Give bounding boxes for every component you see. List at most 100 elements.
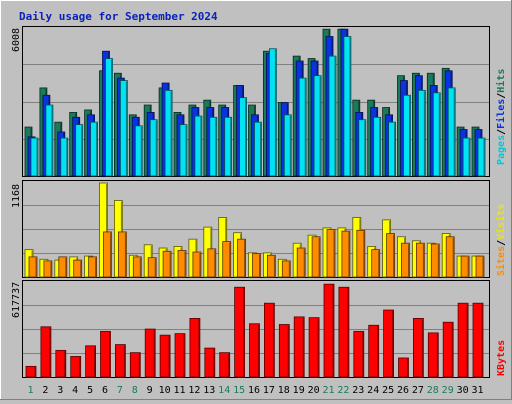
x-tick-label-24: 24 — [367, 385, 379, 396]
panel-visits-frame — [22, 180, 490, 278]
sites-bar-25 — [386, 233, 396, 278]
kbytes-bar-16 — [249, 323, 260, 378]
pages-bar-6 — [105, 58, 113, 177]
kbytes-bar-5 — [85, 345, 96, 378]
pages-bar-15 — [239, 97, 248, 177]
kbytes-bar-28 — [427, 332, 439, 378]
kbytes-bar-6 — [100, 330, 111, 378]
kbytes-bar-13 — [204, 347, 216, 378]
kbytes-bar-3 — [55, 349, 67, 378]
x-tick-label-23: 23 — [352, 385, 364, 396]
x-tick-label-4: 4 — [72, 385, 78, 396]
pages-bar-14 — [224, 116, 233, 177]
sites-bar-28 — [430, 243, 440, 278]
sites-bar-4 — [73, 259, 83, 278]
pages-bar-13 — [209, 116, 218, 177]
x-tick-label-30: 30 — [457, 385, 469, 396]
pages-bar-2 — [45, 104, 54, 177]
kbytes-bar-26 — [398, 357, 409, 378]
x-tick-label-29: 29 — [442, 385, 454, 396]
x-tick-label-21: 21 — [322, 385, 334, 396]
pages-bar-10 — [164, 89, 173, 177]
kbytes-bar-15 — [234, 286, 246, 378]
pages-bar-21 — [328, 55, 337, 177]
kbytes-bar-18 — [278, 324, 290, 378]
sites-bar-12 — [192, 251, 202, 278]
sites-bar-8 — [132, 256, 142, 278]
sites-bar-20 — [311, 236, 321, 278]
sites-bar-23 — [356, 229, 366, 278]
x-tick-label-8: 8 — [132, 385, 138, 396]
pages-bar-19 — [298, 77, 307, 177]
pages-bar-18 — [283, 114, 292, 177]
pages-bar-31 — [477, 137, 486, 177]
legend-sites: Sites — [495, 246, 507, 276]
pages-bar-17 — [268, 48, 277, 177]
sites-bar-21 — [326, 229, 336, 278]
sites-bar-14 — [222, 241, 232, 278]
sites-bar-16 — [252, 253, 261, 278]
kbytes-bar-8 — [129, 352, 141, 378]
legend-separator-1: / — [496, 129, 507, 135]
pages-bar-12 — [194, 115, 203, 177]
sites-bar-3 — [58, 256, 68, 278]
pages-bar-11 — [179, 124, 188, 177]
sites-bar-15 — [237, 238, 247, 278]
x-tick-label-27: 27 — [412, 385, 424, 396]
pages-bar-20 — [313, 75, 322, 177]
x-tick-label-11: 11 — [173, 385, 185, 396]
legend-separator-3: / — [496, 240, 507, 246]
kbytes-bar-31 — [472, 302, 484, 378]
sites-bar-9 — [147, 257, 157, 278]
pages-bar-5 — [90, 121, 98, 177]
hits-files-pages-bars — [24, 28, 486, 177]
x-tick-label-20: 20 — [308, 385, 320, 396]
pages-bar-27 — [417, 89, 426, 177]
legend-hits: Hits — [495, 69, 507, 93]
x-tick-label-10: 10 — [159, 385, 171, 396]
pages-bar-1 — [30, 137, 39, 177]
sites-bar-24 — [371, 249, 381, 278]
kbytes-bar-20 — [308, 317, 320, 378]
kbytes-bar-12 — [189, 318, 201, 378]
x-tick-label-17: 17 — [263, 385, 275, 396]
x-tick-label-22: 22 — [337, 385, 349, 396]
x-tick-label-13: 13 — [203, 385, 215, 396]
kbytes-bar-29 — [442, 321, 454, 378]
pages-bar-8 — [134, 125, 143, 177]
pages-bar-3 — [60, 137, 69, 177]
pages-bar-4 — [75, 124, 84, 177]
pages-bar-7 — [120, 80, 128, 177]
y-max-label-kbytes: 617737 — [11, 282, 22, 318]
kbytes-bars — [25, 283, 484, 378]
legend-files: Files — [495, 99, 507, 129]
x-tick-label-31: 31 — [471, 385, 483, 396]
pages-bar-26 — [403, 94, 411, 177]
sites-bar-30 — [460, 255, 470, 278]
legend-visits: Visits — [495, 204, 507, 240]
kbytes-bar-19 — [293, 316, 305, 378]
legend-separator-2: / — [496, 93, 507, 99]
x-tick-label-7: 7 — [117, 385, 123, 396]
sites-bar-27 — [415, 242, 425, 278]
legend-kbytes: KBytes — [496, 340, 507, 376]
kbytes-bar-23 — [353, 330, 365, 378]
x-tick-label-25: 25 — [382, 385, 394, 396]
pages-bar-22 — [343, 36, 352, 177]
pages-bar-30 — [462, 137, 471, 177]
sites-bar-17 — [266, 254, 276, 278]
x-tick-label-15: 15 — [233, 385, 245, 396]
kbytes-bar-10 — [159, 334, 171, 378]
sites-bar-7 — [118, 231, 127, 278]
kbytes-bar-14 — [219, 352, 231, 378]
x-tick-label-18: 18 — [278, 385, 290, 396]
sites-bar-1 — [28, 256, 38, 278]
sites-bar-26 — [401, 242, 410, 278]
sites-bar-13 — [207, 248, 217, 278]
pages-bar-29 — [447, 87, 456, 177]
x-tick-label-16: 16 — [248, 385, 260, 396]
pages-bar-24 — [373, 116, 382, 177]
sites-bar-31 — [475, 255, 485, 278]
